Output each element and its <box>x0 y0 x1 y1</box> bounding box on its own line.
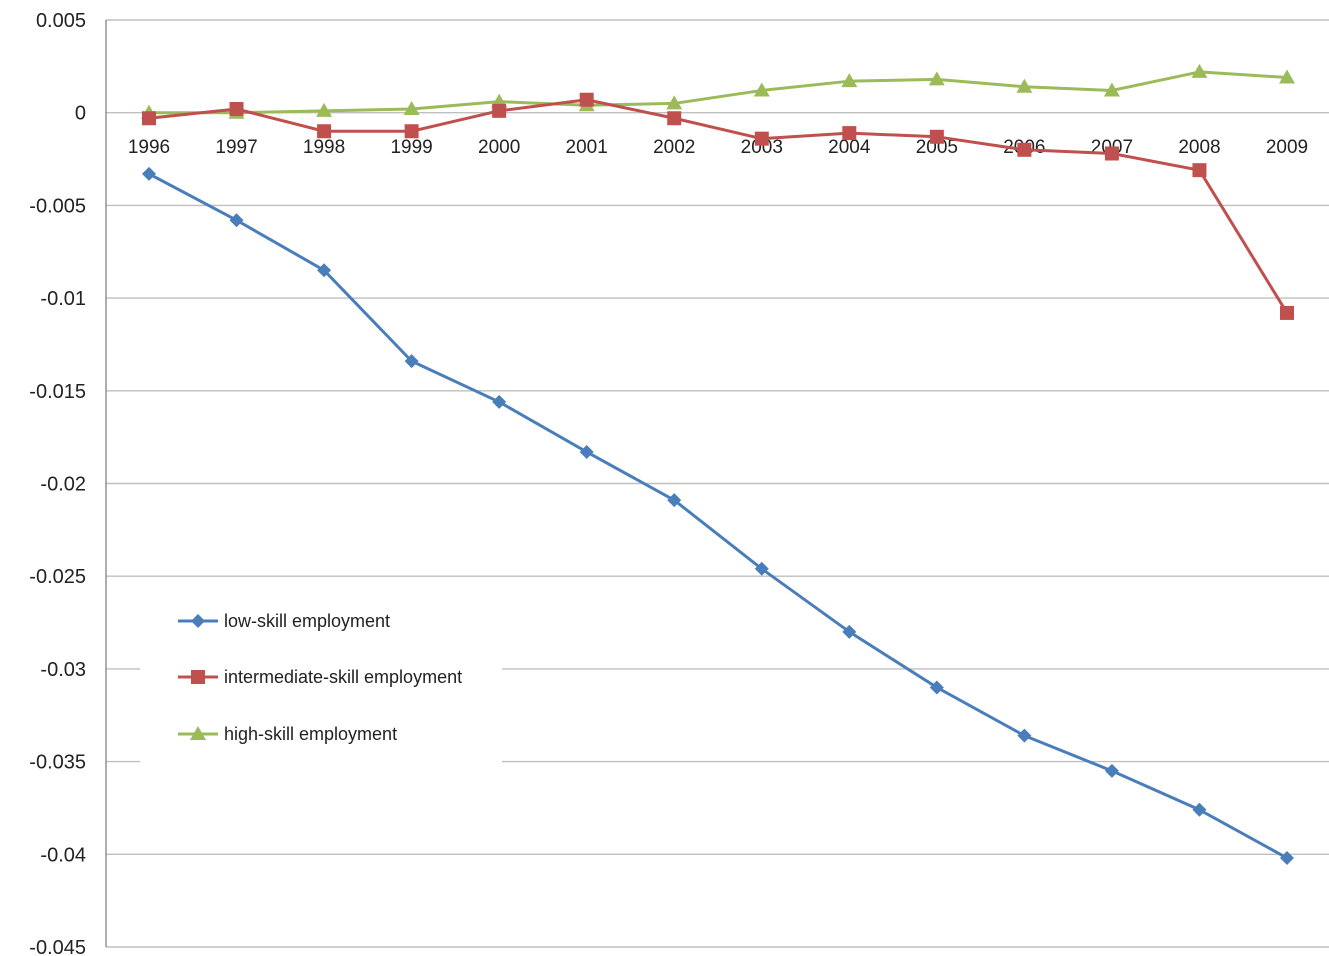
data-point <box>579 444 594 459</box>
legend-marker <box>190 726 206 740</box>
x-tick-label: 2005 <box>916 137 958 158</box>
x-axis-tick-labels: 1996 1997 1998 1999 2000 2001 2002 2003 2004 2005… <box>128 137 1308 158</box>
data-point <box>667 111 682 126</box>
data-point <box>842 624 857 639</box>
data-point <box>754 561 769 576</box>
y-tick-label: -0.02 <box>40 474 86 496</box>
data-point <box>929 129 944 144</box>
data-point <box>1017 728 1032 743</box>
data-point <box>404 124 419 139</box>
legend-label: low-skill employment <box>224 611 390 631</box>
data-point <box>1279 69 1295 84</box>
data-point <box>1016 78 1033 93</box>
data-point <box>492 394 507 409</box>
data-point <box>754 131 769 146</box>
series-line <box>149 70 1288 115</box>
legend-label: intermediate-skill employment <box>224 667 462 687</box>
y-tick-label: -0.005 <box>29 195 86 217</box>
data-point <box>1280 851 1294 866</box>
data-point <box>1104 763 1119 778</box>
data-point <box>142 166 156 181</box>
data-point <box>316 102 333 117</box>
y-tick-label: -0.015 <box>29 381 86 403</box>
y-tick-label: -0.04 <box>40 844 86 866</box>
gridlines <box>105 19 1329 948</box>
legend-item: low-skill employment <box>178 611 390 631</box>
y-tick-label: 0.005 <box>36 10 86 32</box>
data-point <box>317 124 332 139</box>
legend-item: intermediate-skill employment <box>178 667 462 687</box>
y-tick-label: -0.045 <box>29 937 86 956</box>
series-line <box>148 172 1288 860</box>
series-line <box>148 98 1289 314</box>
data-point <box>229 101 244 116</box>
x-tick-label: 2000 <box>478 137 520 158</box>
data-point <box>404 354 419 369</box>
data-point <box>579 92 594 107</box>
y-tick-label: -0.035 <box>29 752 86 774</box>
x-tick-label: 1997 <box>215 137 257 158</box>
data-point <box>1103 82 1120 97</box>
data-point <box>1017 142 1032 157</box>
legend: low-skill employment intermediate-skill e… <box>140 592 502 772</box>
series-diamond <box>142 166 1294 866</box>
data-point <box>666 95 683 110</box>
y-tick-label: 0 <box>75 103 86 125</box>
y-axis-tick-labels: 0.005 0 -0.005 -0.01 -0.015 -0.02 -0.025 -0.03 -… <box>29 10 86 956</box>
y-tick-label: -0.01 <box>40 288 86 310</box>
x-tick-label: 1996 <box>128 137 170 158</box>
x-tick-label: 1998 <box>303 137 345 158</box>
data-point <box>928 71 945 86</box>
legend-item: high-skill employment <box>178 724 397 744</box>
data-point <box>317 263 332 278</box>
x-tick-label: 2009 <box>1266 137 1308 158</box>
data-point <box>842 126 857 141</box>
legend-marker <box>191 614 205 628</box>
data-point <box>1192 802 1207 817</box>
x-tick-label: 2001 <box>566 137 608 158</box>
y-tick-label: -0.025 <box>29 566 86 588</box>
data-point <box>142 111 156 126</box>
series-triangle <box>141 63 1295 119</box>
data-point <box>1104 146 1119 161</box>
data-point <box>841 73 858 88</box>
data-point <box>753 82 770 97</box>
x-tick-label: 2003 <box>741 137 783 158</box>
legend-marker <box>191 670 205 684</box>
x-tick-label: 1999 <box>390 137 432 158</box>
x-tick-label: 2008 <box>1178 137 1220 158</box>
data-point <box>403 100 420 115</box>
x-tick-label: 2004 <box>828 137 871 158</box>
legend-label: high-skill employment <box>224 724 397 744</box>
data-point <box>1280 305 1294 320</box>
data-point <box>929 680 944 695</box>
series-square <box>142 92 1294 320</box>
data-point <box>667 493 682 508</box>
x-tick-label: 2002 <box>653 137 695 158</box>
data-point <box>1191 63 1208 78</box>
series-layer <box>141 63 1295 866</box>
data-point <box>229 213 244 228</box>
data-point <box>492 103 507 118</box>
y-tick-label: -0.03 <box>40 659 86 681</box>
data-point <box>1192 163 1207 178</box>
